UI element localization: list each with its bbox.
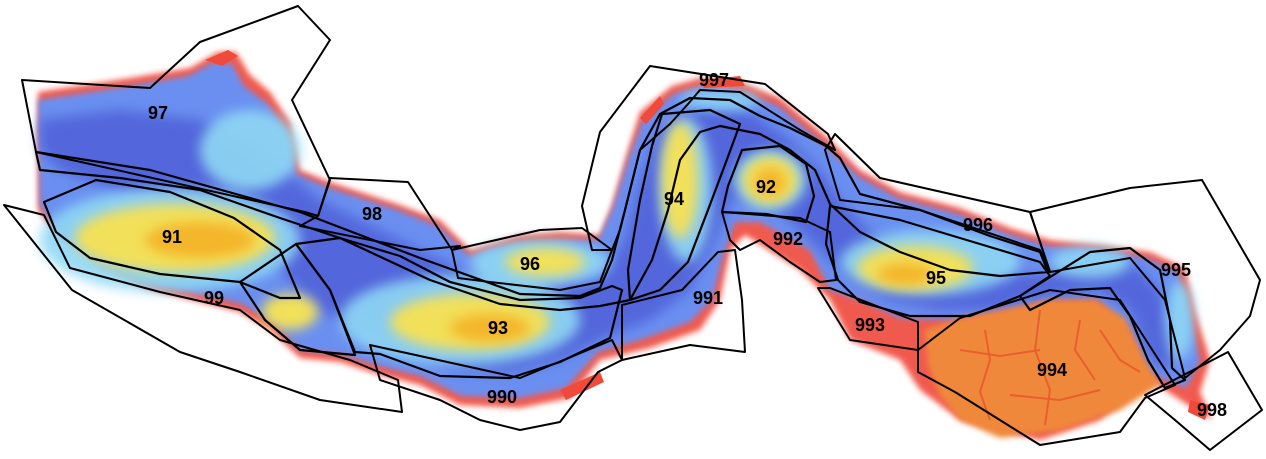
region-92 [720, 144, 816, 224]
label-97: 97 [148, 103, 168, 123]
label-994: 994 [1037, 360, 1067, 380]
label-94: 94 [664, 189, 684, 209]
label-99: 99 [204, 288, 224, 308]
marsh-creeks [959, 309, 1141, 426]
region-95 [824, 204, 1052, 318]
label-996: 996 [963, 215, 993, 235]
zone-outlines [3, 5, 1263, 451]
label-96: 96 [520, 254, 540, 274]
label-95: 95 [926, 268, 946, 288]
label-992: 992 [773, 229, 803, 249]
label-91: 91 [162, 227, 182, 247]
label-998: 998 [1197, 400, 1227, 420]
label-991: 991 [693, 288, 723, 308]
outline-97 [21, 5, 331, 217]
region-east-channel [1018, 246, 1187, 390]
channel-zones [34, 96, 1187, 390]
label-993: 993 [855, 315, 885, 335]
outline-992 [721, 211, 837, 283]
outline-96 [451, 227, 613, 291]
region-94 [626, 108, 742, 302]
outline-994 [917, 289, 1176, 446]
outline-996 [824, 133, 1051, 273]
region-91 [42, 178, 302, 300]
bathymetry-layer [38, 50, 1212, 440]
label-990: 990 [487, 387, 517, 407]
outline-997 [581, 65, 836, 251]
sand-bars [75, 122, 973, 350]
region-channel-north [34, 96, 1050, 312]
label-995: 995 [1161, 260, 1191, 280]
label-93: 93 [488, 318, 508, 338]
label-92: 92 [756, 177, 776, 197]
deep-channel [40, 105, 1175, 372]
label-98: 98 [362, 204, 382, 224]
region-93 [294, 236, 624, 380]
outline-99 [3, 204, 403, 413]
label-997: 997 [699, 70, 729, 90]
bar-cores [145, 168, 933, 342]
outline-993 [817, 287, 919, 351]
zone-labels: 97 91 99 98 96 93 990 94 997 92 992 991 … [148, 70, 1227, 420]
outline-998 [1144, 351, 1263, 451]
outline-995 [1029, 179, 1261, 379]
outline-991 [621, 249, 746, 361]
